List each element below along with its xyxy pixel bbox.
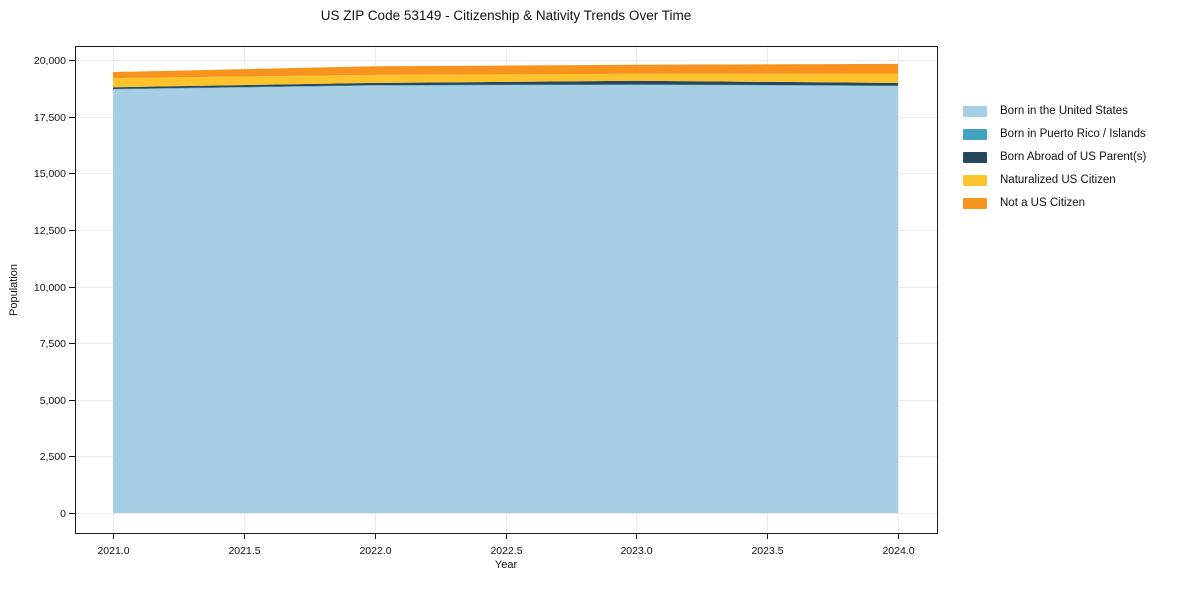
axis-ticks: [69, 60, 899, 539]
x-axis-label: Year: [494, 559, 518, 571]
legend-swatch: [963, 105, 987, 117]
x-tick-label: 2023.0: [620, 545, 652, 557]
area-series-1: [113, 84, 898, 90]
y-axis-label: Population: [8, 264, 20, 316]
legend-item-3: Naturalized US Citizen: [963, 173, 1146, 187]
y-tick-label: 17,500: [34, 112, 66, 124]
chart-title: US ZIP Code 53149 - Citizenship & Nativi…: [320, 8, 692, 23]
y-tick-label: 20,000: [34, 55, 66, 67]
legend-item-1: Born in Puerto Rico / Islands: [963, 127, 1146, 141]
area-series-3: [113, 73, 898, 88]
area-series-0: [113, 84, 898, 514]
x-tick-label: 2024.0: [882, 545, 914, 557]
legend: Born in the United States Born in Puerto …: [963, 104, 1146, 210]
y-tick-label: 15,000: [34, 168, 66, 180]
legend-swatch: [963, 151, 987, 163]
y-tick-label: 0: [60, 508, 66, 520]
legend-label: Not a US Citizen: [1000, 197, 1086, 209]
legend-swatch: [963, 174, 987, 186]
x-tick-label: 2021.0: [97, 545, 129, 557]
y-tick-label: 12,500: [34, 225, 66, 237]
axis-tick-labels: 0 2,500 5,000 7,500 10,000 12,500 15,000 17,500…: [34, 55, 915, 557]
legend-item-0: Born in the United States: [963, 104, 1146, 118]
area-series-2: [113, 80, 898, 89]
legend-swatch: [963, 128, 987, 140]
x-tick-label: 2021.5: [228, 545, 260, 557]
legend-label: Born Abroad of US Parent(s): [1000, 151, 1147, 163]
y-tick-label: 5,000: [40, 395, 66, 407]
area-series-group: [113, 63, 898, 514]
y-tick-label: 10,000: [34, 282, 66, 294]
legend-item-2: Born Abroad of US Parent(s): [963, 150, 1146, 164]
x-tick-label: 2022.0: [359, 545, 391, 557]
area-series-4: [113, 63, 898, 79]
y-tick-label: 2,500: [40, 451, 66, 463]
legend-label: Born in the United States: [1000, 105, 1128, 117]
legend-label: Naturalized US Citizen: [1000, 174, 1116, 186]
x-tick-label: 2022.5: [490, 545, 522, 557]
x-tick-label: 2023.5: [751, 545, 783, 557]
y-tick-label: 7,500: [40, 338, 66, 350]
legend-swatch: [963, 197, 987, 209]
legend-label: Born in Puerto Rico / Islands: [1000, 128, 1146, 140]
legend-item-4: Not a US Citizen: [963, 196, 1146, 210]
